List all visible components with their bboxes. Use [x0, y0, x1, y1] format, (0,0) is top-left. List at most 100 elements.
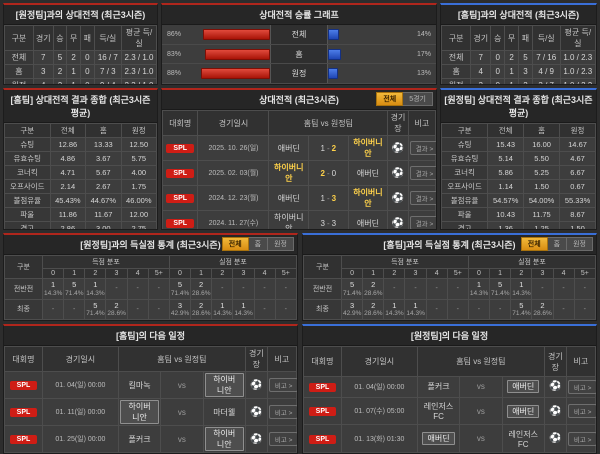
- panel-title: [홈팀]의 다음 일정: [4, 326, 297, 347]
- column-header: 2: [211, 268, 234, 279]
- cell: -: [126, 278, 149, 300]
- cell: 7 / 16: [531, 50, 561, 65]
- note-button[interactable]: 비고 >: [567, 404, 596, 419]
- goal-stats-tabs: 전체 홈 원정: [221, 237, 294, 251]
- empty-value: -: [435, 305, 438, 313]
- count-value: 2: [371, 300, 376, 310]
- empty-value: -: [541, 285, 544, 293]
- cell: 5 71.4%: [489, 278, 512, 300]
- soccer-ball-icon[interactable]: ⚽: [391, 192, 405, 204]
- cell: 1.36: [487, 221, 525, 229]
- away-score: 3: [331, 218, 337, 228]
- soccer-ball-icon[interactable]: ⚽: [250, 379, 263, 391]
- table-row: 오프사이드 2.14 2.67 1.75: [4, 179, 157, 194]
- match-row: SPL 2025. 02. 03(월) 하이버니안 2-0 애버딘 ⚽ 결과 >: [162, 160, 436, 186]
- home-team-cell: 하이버니안: [117, 398, 162, 427]
- note-cell: 결과 >: [407, 210, 436, 229]
- cell: 3: [32, 64, 54, 79]
- tab-active[interactable]: 전체: [520, 237, 548, 251]
- cell: 1.50: [523, 179, 561, 194]
- column-header: 0: [168, 268, 192, 279]
- home-pct-label: 86%: [167, 30, 182, 38]
- note-button[interactable]: 비고 >: [567, 379, 596, 394]
- soccer-ball-icon[interactable]: ⚽: [549, 405, 562, 417]
- panel-title: [원정팀]과의 득실점 통계 (최근3시즌) 전체 홈 원정: [4, 235, 297, 255]
- score-dash: -: [327, 168, 330, 178]
- note-button[interactable]: 비고 >: [268, 432, 297, 447]
- note-button[interactable]: 비고 >: [567, 431, 596, 446]
- away-bar-area: [328, 64, 406, 83]
- tab-active[interactable]: 전체: [376, 92, 404, 106]
- away-team-cell: 하이버니안: [347, 185, 389, 211]
- count-value: 5: [498, 280, 503, 289]
- soccer-ball-icon[interactable]: ⚽: [391, 142, 405, 154]
- result-button[interactable]: 결과 >: [409, 141, 436, 155]
- row-label: 홈: [441, 64, 472, 79]
- away-vs-home-record-panel: [홈팀]과의 상대전적 (최근3시즌) 구분 경기 승 무 패 득/실 평균 득/실 전체 7 0…: [440, 3, 597, 85]
- cell: 4: [32, 78, 54, 84]
- stadium-cell: ⚽: [543, 424, 567, 454]
- vs-label: vs: [476, 434, 485, 444]
- cell: 4: [470, 64, 492, 79]
- away-team-cell: 애버딘: [347, 160, 389, 186]
- tab-1[interactable]: 홈: [248, 237, 269, 251]
- row-label: 유효슈팅: [4, 151, 51, 166]
- graph-row: 83% 홈 17%: [162, 44, 436, 65]
- row-label: 유효슈팅: [441, 151, 489, 166]
- empty-value: -: [263, 285, 266, 293]
- away-winrate-bar: [328, 28, 339, 40]
- column-header: 홈팀 vs 원정팀: [416, 346, 545, 378]
- vs-label: vs: [177, 407, 186, 417]
- row-label: 최종: [303, 298, 342, 321]
- tab-1[interactable]: 홈: [547, 237, 568, 251]
- tab-2[interactable]: 원정: [567, 237, 593, 251]
- away-team-cell: 레인저스FC: [501, 424, 545, 454]
- cell: 1: [504, 64, 519, 79]
- percent-value: 28.6%: [192, 310, 211, 318]
- away-team-cell: 하이버니안: [202, 371, 246, 400]
- cell: -: [425, 298, 448, 321]
- tab-active[interactable]: 전체: [221, 237, 249, 251]
- league-badge: SPL: [9, 381, 38, 391]
- empty-value: -: [393, 285, 396, 293]
- percent-value: 71.4%: [342, 289, 362, 297]
- count-value: 1: [476, 280, 482, 289]
- column-header: 4: [425, 268, 448, 279]
- note-button[interactable]: 비고 >: [268, 405, 297, 420]
- tab-2[interactable]: 원정: [268, 237, 294, 251]
- league-badge: SPL: [308, 382, 337, 392]
- column-header: 경기: [32, 25, 54, 51]
- cell: 14.67: [559, 137, 596, 152]
- cell: -: [467, 298, 491, 321]
- column-header: 1: [63, 268, 86, 279]
- empty-value: -: [562, 305, 565, 313]
- result-button[interactable]: 결과 >: [409, 191, 436, 205]
- row-label: 경고: [441, 221, 489, 229]
- soccer-ball-icon[interactable]: ⚽: [391, 217, 405, 229]
- match-date: 01. 11(일) 00:00: [41, 398, 119, 427]
- empty-value: -: [242, 285, 245, 293]
- match-date: 2024. 11. 27(수): [197, 210, 270, 229]
- note-button[interactable]: 비고 >: [268, 378, 297, 393]
- record-table: 구분 경기 승 무 패 득/실 평균 득/실 전체 7 5 2 0 16 / 7 2.3 / 1.0 홈 3 2…: [4, 25, 157, 84]
- soccer-ball-icon[interactable]: ⚽: [250, 433, 263, 445]
- soccer-ball-icon[interactable]: ⚽: [391, 167, 405, 179]
- empty-value: -: [456, 285, 459, 293]
- date-text: 2024. 12. 23(월): [208, 195, 259, 202]
- row-label: 코너킥: [4, 165, 51, 180]
- cell: 0.67: [559, 179, 596, 194]
- soccer-ball-icon[interactable]: ⚽: [250, 406, 263, 418]
- column-header: 대회명: [4, 346, 43, 373]
- table-row: 전반전 1 14.3% 5 71.4% 1 14.3% - - -5 71.4% 2 28.6% - - - -: [4, 278, 297, 300]
- home-score: 2: [320, 168, 325, 178]
- soccer-ball-icon[interactable]: ⚽: [549, 381, 562, 393]
- result-button[interactable]: 결과 >: [409, 166, 436, 180]
- note-cell: 비고 >: [266, 371, 297, 400]
- soccer-ball-icon[interactable]: ⚽: [549, 433, 562, 445]
- score-cell: vs: [160, 398, 204, 427]
- cell: -: [147, 278, 170, 300]
- tab-1[interactable]: 5경기: [403, 92, 433, 106]
- stadium-cell: ⚽: [387, 210, 409, 229]
- result-button[interactable]: 결과 >: [409, 216, 436, 229]
- away-team-name: 애버딘: [507, 380, 540, 394]
